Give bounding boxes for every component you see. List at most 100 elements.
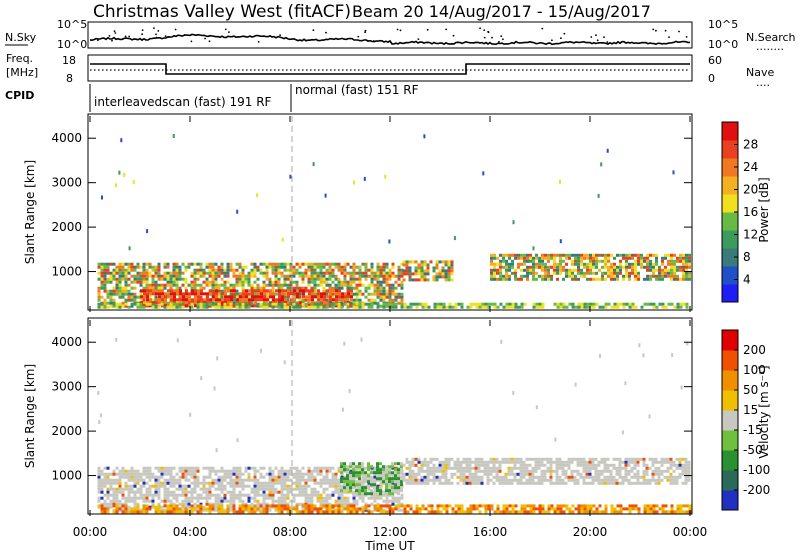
heatmap-cell (450, 481, 454, 485)
heatmap-cell (334, 277, 338, 281)
heatmap-cell (334, 475, 338, 479)
heatmap-cell (370, 277, 374, 281)
heatmap-cell (352, 268, 356, 272)
heatmap-cell (166, 469, 170, 473)
heatmap-cell (606, 466, 610, 470)
heatmap-cell (244, 507, 248, 511)
heatmap-cell (97, 289, 101, 293)
heatmap-cell (184, 475, 188, 479)
heatmap-cell (217, 302, 221, 306)
heatmap-cell (520, 262, 523, 266)
heatmap-cell (178, 301, 182, 305)
heatmap-cell (541, 504, 545, 508)
heatmap-cell (103, 286, 107, 290)
heatmap-cell (280, 274, 284, 278)
heatmap-cell (444, 275, 448, 279)
heatmap-cell (244, 484, 248, 488)
heatmap-cell (579, 463, 583, 467)
heatmap-cell (540, 469, 544, 473)
heatmap-cell (109, 301, 113, 305)
heatmap-cell (355, 499, 359, 503)
heatmap-cell (538, 265, 541, 269)
heatmap-cell (687, 475, 691, 479)
heatmap-cell (358, 489, 361, 493)
heatmap-cell (546, 460, 550, 464)
heatmap-cell (595, 259, 598, 263)
heatmap-cell (301, 475, 305, 479)
colorbar-tick-label: -200 (743, 483, 770, 497)
heatmap-cell (493, 271, 496, 275)
heatmap-cell (652, 510, 656, 514)
heatmap-cell (616, 268, 619, 272)
heatmap-cell (504, 457, 508, 461)
heatmap-cell (619, 262, 622, 266)
heatmap-cell (301, 478, 305, 482)
heatmap-cell (553, 271, 556, 275)
heatmap-cell (358, 486, 361, 490)
heatmap-cell (585, 472, 589, 476)
heatmap-cell (248, 301, 251, 305)
heatmap-cell (438, 481, 442, 485)
heatmap-cell (367, 480, 370, 484)
nsearch-dot (228, 31, 230, 33)
heatmap-cell (184, 487, 188, 491)
heatmap-cell (175, 487, 179, 491)
heatmap-cell (385, 510, 389, 514)
heatmap-cell (441, 463, 445, 467)
heatmap-cell (139, 298, 143, 302)
heatmap-cell (661, 256, 664, 260)
heatmap-cell (411, 478, 415, 482)
heatmap-cell (550, 507, 554, 511)
heatmap-cell (367, 496, 371, 500)
heatmap-cell (175, 283, 179, 287)
heatmap-cell (445, 510, 449, 514)
heatmap-cell (385, 480, 388, 484)
heatmap-cell (547, 268, 550, 272)
heatmap-cell (133, 481, 137, 485)
heatmap-cell (474, 475, 478, 479)
heatmap-cell (146, 298, 149, 302)
heatmap-cell (376, 496, 380, 500)
velocity-ylabel: Slant Range [km] (23, 364, 37, 468)
nsearch-dot (183, 34, 186, 36)
heatmap-cell (268, 487, 272, 491)
heatmap-cell (346, 499, 350, 503)
heatmap-cell (238, 510, 242, 514)
heatmap-cell (340, 480, 343, 484)
heatmap-cell (385, 504, 389, 508)
heatmap-cell (640, 256, 643, 260)
heatmap-cell (283, 478, 287, 482)
heatmap-cell (283, 484, 287, 488)
heatmap-cell (337, 268, 341, 272)
heatmap-cell (133, 484, 137, 488)
heatmap-cell (298, 305, 302, 309)
heatmap-cell (504, 481, 508, 485)
heatmap-cell (597, 469, 601, 473)
heatmap-cell (295, 472, 299, 476)
heatmap-cell (203, 298, 206, 302)
heatmap-cell (426, 463, 430, 467)
heatmap-cell (394, 274, 398, 278)
heatmap-cell (295, 305, 299, 309)
heatmap-cell (669, 481, 673, 485)
heatmap-cell (238, 283, 242, 287)
heatmap-cell (634, 262, 637, 266)
heatmap-cell (151, 280, 155, 284)
heatmap-cell (271, 268, 275, 272)
heatmap-cell (160, 481, 164, 485)
heatmap-cell (627, 472, 631, 476)
heatmap-cell (199, 286, 203, 290)
heatmap-cell (352, 499, 356, 503)
heatmap-cell (565, 262, 568, 266)
heatmap-cell (268, 466, 272, 470)
heatmap-cell (124, 274, 128, 278)
heatmap-cell (583, 265, 586, 269)
heatmap-cell (405, 481, 409, 485)
heatmap-cell (606, 469, 610, 473)
heatmap-cell (619, 504, 623, 508)
heatmap-cell (379, 283, 383, 287)
heatmap-cell (214, 286, 218, 290)
heatmap-cell (253, 493, 257, 497)
heatmap-cell (157, 277, 161, 281)
heatmap-cell (298, 493, 302, 497)
